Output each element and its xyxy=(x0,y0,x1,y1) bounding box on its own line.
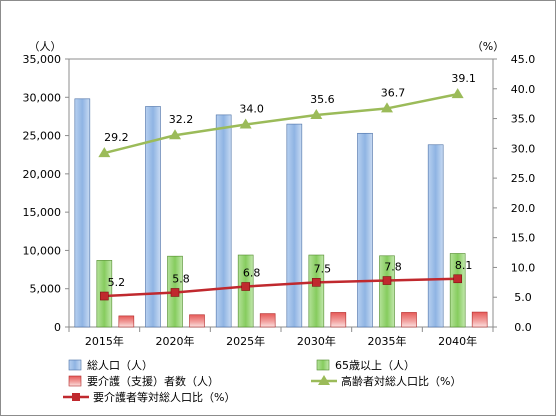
legend-swatch xyxy=(68,359,82,371)
line-point-triangle xyxy=(98,147,111,158)
left-tick-label: 5,000 xyxy=(30,283,62,296)
legend: 総人口（人） 65歳以上（人） 要介護（支援）者数（人） 高齢者対総人口比（%） 要介護… xyxy=(63,358,461,404)
line-point-square xyxy=(100,291,109,301)
bar-要介護（支援）者数（人） xyxy=(189,314,205,328)
data-label: 7.8 xyxy=(384,261,402,274)
legend-label: 要介護（支援）者数（人） xyxy=(87,374,219,388)
data-label: 8.1 xyxy=(455,259,473,272)
right-tick-label: 0.0 xyxy=(514,321,532,334)
axes-layer: 0 5,000 10,000 15,000 20,000 25,000 30,000 35,0… xyxy=(23,40,536,348)
legend-label: 総人口（人） xyxy=(87,358,153,372)
line-point-triangle xyxy=(169,129,181,140)
left-tick-label: 30,000 xyxy=(23,91,62,104)
left-tick-label: 15,000 xyxy=(23,206,62,219)
bar-65歳以上（人） xyxy=(379,255,395,328)
data-label: 7.5 xyxy=(314,262,332,275)
x-tick-label: 2030年 xyxy=(297,334,336,348)
data-label: 32.2 xyxy=(169,113,194,126)
data-label: 5.8 xyxy=(172,272,190,285)
bar-総人口（人） xyxy=(145,106,161,328)
bar-要介護（支援）者数（人） xyxy=(259,313,276,328)
bar-要介護（支援）者数（人） xyxy=(401,312,417,328)
legend-label: 65歳以上（人） xyxy=(335,359,415,372)
x-tick-label: 2020年 xyxy=(156,334,195,348)
labels-layer: 29.2 32.2 34.0 35.6 36.7 39.1 5.2 5.8 6.8 7.5 7.8 8… xyxy=(104,72,476,289)
data-label: 34.0 xyxy=(239,103,264,116)
legend-marker xyxy=(318,375,330,385)
line-point-triangle xyxy=(451,88,464,99)
right-tick-label: 20.0 xyxy=(511,202,536,215)
bar-65歳以上（人） xyxy=(237,254,254,328)
bar-総人口（人） xyxy=(215,114,232,328)
legend-swatch xyxy=(316,359,330,371)
bar-要介護（支援）者数（人） xyxy=(330,312,347,328)
bar-65歳以上（人） xyxy=(449,253,466,328)
line-point-triangle xyxy=(239,118,252,129)
line-series xyxy=(104,277,458,298)
bar-総人口（人） xyxy=(74,98,91,328)
legend-marker xyxy=(72,393,80,401)
data-label: 5.2 xyxy=(108,276,126,289)
legend-label: 高齢者対総人口比（%） xyxy=(341,374,461,388)
right-tick-label: 30.0 xyxy=(511,142,536,155)
right-tick-label: 45.0 xyxy=(511,53,536,66)
left-tick-label: 10,000 xyxy=(23,244,62,257)
data-label: 6.8 xyxy=(243,267,261,280)
y-left-unit: （人） xyxy=(29,40,62,53)
right-tick-label: 10.0 xyxy=(511,261,536,274)
bars-layer xyxy=(74,98,488,328)
line-point-square xyxy=(453,274,462,284)
x-tick-label: 2040年 xyxy=(438,334,477,348)
data-label: 36.7 xyxy=(381,86,406,99)
line-series xyxy=(104,92,458,155)
data-label: 39.1 xyxy=(451,72,476,85)
right-tick-label: 25.0 xyxy=(511,172,536,185)
left-tick-label: 0 xyxy=(54,321,61,334)
bar-総人口（人） xyxy=(427,144,444,328)
bar-要介護（支援）者数（人） xyxy=(471,311,488,328)
legend-label: 要介護者等対総人口比（%） xyxy=(93,390,235,404)
data-label: 35.6 xyxy=(310,93,335,106)
x-tick-label: 2015年 xyxy=(85,334,124,348)
x-tick-label: 2025年 xyxy=(226,334,265,348)
y-right-unit: （%） xyxy=(472,40,504,53)
line-point-square xyxy=(382,276,392,285)
right-tick-label: 40.0 xyxy=(511,83,536,96)
bar-65歳以上（人） xyxy=(308,254,325,328)
bar-総人口（人） xyxy=(286,123,303,328)
legend-swatch xyxy=(68,375,82,387)
right-tick-label: 5.0 xyxy=(514,291,532,304)
x-tick-label: 2035年 xyxy=(368,334,407,348)
left-tick-label: 25,000 xyxy=(23,130,62,143)
right-tick-label: 35.0 xyxy=(511,113,536,126)
data-label: 29.2 xyxy=(104,131,129,144)
right-tick-label: 15.0 xyxy=(511,232,536,245)
bar-総人口（人） xyxy=(357,132,373,328)
left-tick-label: 35,000 xyxy=(23,53,62,66)
lines-layer xyxy=(98,88,464,301)
line-point-square xyxy=(170,288,180,297)
line-point-square xyxy=(241,282,250,291)
line-point-square xyxy=(312,278,321,287)
left-tick-label: 20,000 xyxy=(23,168,62,181)
line-point-triangle xyxy=(381,102,393,113)
bar-要介護（支援）者数（人） xyxy=(118,315,135,328)
line-point-triangle xyxy=(310,108,323,119)
